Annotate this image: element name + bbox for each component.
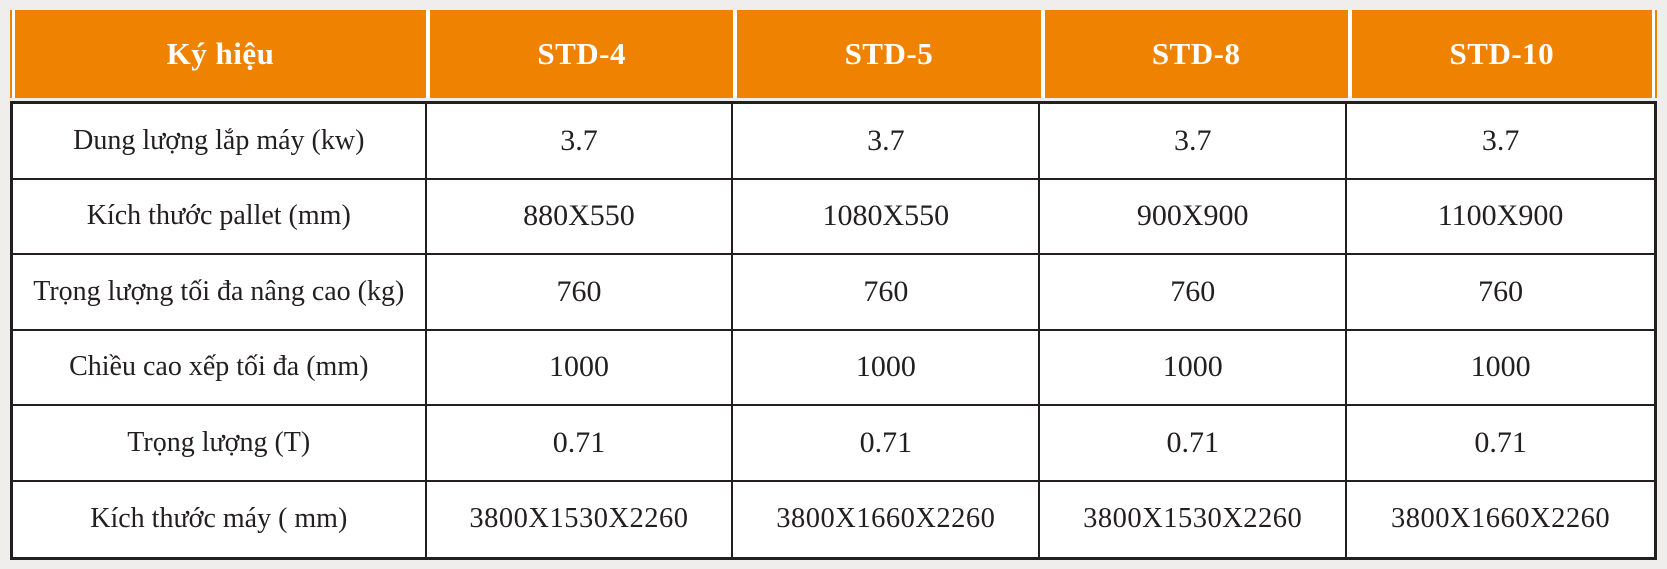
cell-value: 1000 <box>733 330 1041 404</box>
cell-value: 3.7 <box>1347 104 1654 178</box>
cell-value: 3.7 <box>1040 104 1348 178</box>
cell-value: 1000 <box>1347 330 1654 404</box>
cell-value: 0.71 <box>1347 406 1654 480</box>
table-row-max-stack-height: Chiều cao xếp tối đa (mm) 1000 1000 1000… <box>13 330 1654 406</box>
table-body: Dung lượng lắp máy (kw) 3.7 3.7 3.7 3.7 … <box>10 101 1657 560</box>
header-cell-label: Ký hiệu <box>12 10 427 98</box>
cell-value: 760 <box>426 255 734 329</box>
header-cell-std-5: STD-5 <box>737 10 1041 98</box>
cell-value: 0.71 <box>733 406 1041 480</box>
cell-value: 760 <box>1040 255 1348 329</box>
row-label: Chiều cao xếp tối đa (mm) <box>13 330 427 404</box>
table-header-row: Ký hiệu STD-4 STD-5 STD-8 STD-10 <box>10 10 1657 98</box>
cell-value: 900X900 <box>1040 179 1348 253</box>
row-label: Kích thước pallet (mm) <box>13 179 427 253</box>
table-row-max-lift-weight: Trọng lượng tối đa nâng cao (kg) 760 760… <box>13 255 1654 331</box>
cell-value: 3800X1530X2260 <box>1040 481 1348 557</box>
cell-value: 1000 <box>1040 330 1348 404</box>
cell-value: 760 <box>1347 255 1654 329</box>
header-cell-std-8: STD-8 <box>1044 10 1348 98</box>
table-row-machine-size: Kích thước máy ( mm) 3800X1530X2260 3800… <box>13 481 1654 557</box>
cell-value: 0.71 <box>426 406 734 480</box>
cell-value: 1100X900 <box>1347 179 1654 253</box>
cell-value: 1000 <box>426 330 734 404</box>
table-row-power: Dung lượng lắp máy (kw) 3.7 3.7 3.7 3.7 <box>13 104 1654 180</box>
row-label: Trọng lượng tối đa nâng cao (kg) <box>13 255 427 329</box>
header-cell-std-10: STD-10 <box>1351 10 1655 98</box>
header-cell-std-4: STD-4 <box>430 10 734 98</box>
table-row-weight: Trọng lượng (T) 0.71 0.71 0.71 0.71 <box>13 406 1654 482</box>
cell-value: 880X550 <box>426 179 734 253</box>
spec-table: Ký hiệu STD-4 STD-5 STD-8 STD-10 Dung lư… <box>10 10 1657 560</box>
cell-value: 3800X1530X2260 <box>426 481 734 557</box>
cell-value: 3.7 <box>426 104 734 178</box>
row-label: Dung lượng lắp máy (kw) <box>13 104 427 178</box>
cell-value: 3800X1660X2260 <box>1347 481 1654 557</box>
cell-value: 1080X550 <box>733 179 1041 253</box>
cell-value: 760 <box>733 255 1041 329</box>
cell-value: 0.71 <box>1040 406 1348 480</box>
table-row-pallet-size: Kích thước pallet (mm) 880X550 1080X550 … <box>13 179 1654 255</box>
cell-value: 3.7 <box>733 104 1041 178</box>
row-label: Trọng lượng (T) <box>13 406 427 480</box>
cell-value: 3800X1660X2260 <box>733 481 1041 557</box>
row-label: Kích thước máy ( mm) <box>13 481 427 557</box>
